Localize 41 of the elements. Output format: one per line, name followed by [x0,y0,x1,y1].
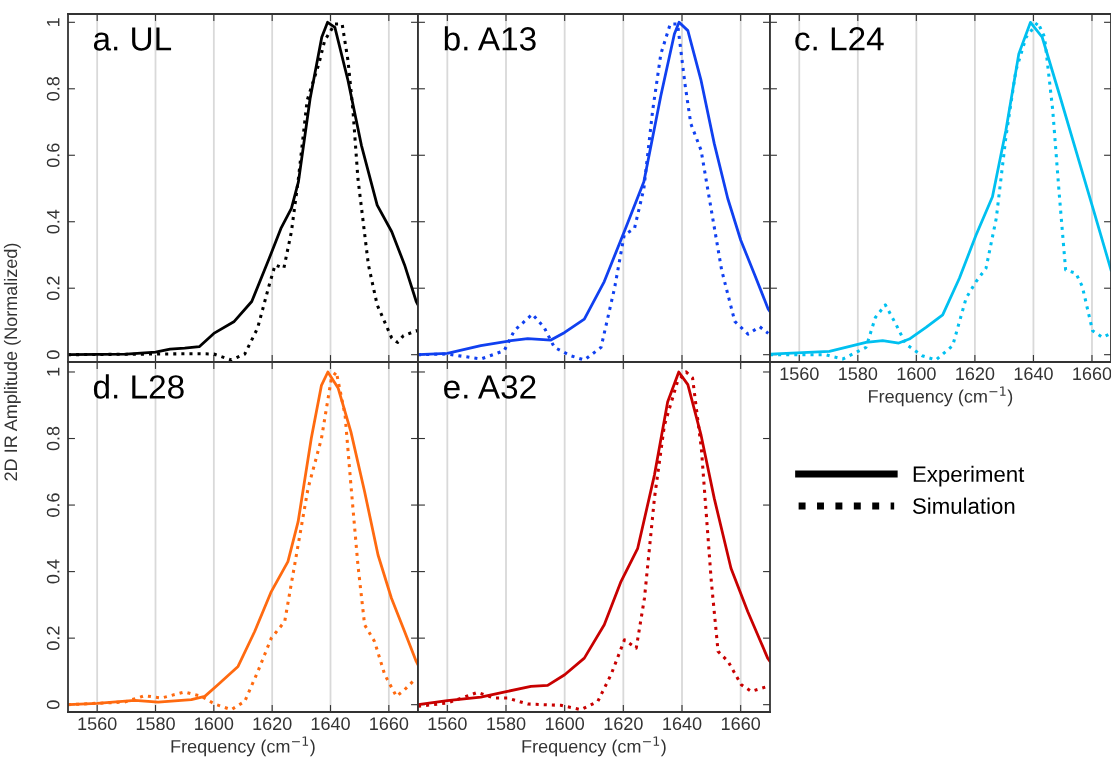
x-axis-title: Frequency (cm$^{−1}$) [171,736,315,757]
x-tick-label: 1560 [78,717,117,731]
y-tick-label: 0.4 [46,559,60,584]
legend-label: Experiment [913,465,1025,487]
x-tick-label: 1620 [956,367,995,381]
y-tick-label: 0.6 [46,143,60,168]
x-axis-title: Frequency (cm$^{−1}$) [869,386,1013,407]
x-tick-label: 1600 [195,717,234,731]
y-tick-label: 0.2 [46,626,60,650]
y-tick-label: 1 [46,18,60,26]
y-tick-label: 0.8 [46,426,60,451]
x-tick-label: 1580 [487,717,526,731]
x-tick-label: 1640 [311,717,350,731]
x-tick-label: 1600 [897,367,936,381]
chart-title: d. L28 [93,374,184,399]
x-tick-label: 1620 [604,717,643,731]
chart-title: a. UL [93,27,172,51]
x-tick-label: 1600 [545,717,585,731]
y-tick-label: 0.6 [46,493,60,517]
x-tick-label: 1660 [370,717,409,731]
y-tick-label: 0.2 [46,276,60,301]
x-tick-label: 1580 [136,717,175,731]
chart-title: c. L24 [795,27,884,51]
x-tick-label: 1560 [780,367,819,381]
x-tick-label: 1640 [663,717,702,731]
chart-title: b. A13 [444,26,536,51]
y-tick-label: 0 [46,350,60,359]
y-tick-label: 0.8 [46,77,60,101]
y-tick-label: 0.4 [46,209,60,234]
legend-label: Simulation [912,497,1015,514]
y-tick-label: 1 [46,367,60,376]
x-tick-label: 1640 [1014,367,1053,381]
chart-title: e. A32 [444,375,536,399]
x-tick-label: 1660 [721,717,761,731]
x-tick-label: 1660 [1073,367,1111,381]
x-tick-label: 1620 [253,717,292,731]
x-axis-title: Frequency (cm$^{−1}$) [522,736,666,757]
y-axis-title: 2D IR Amplitude (Normalized) [3,243,21,481]
x-tick-label: 1580 [839,367,878,381]
x-tick-label: 1560 [428,717,467,731]
y-tick-label: 0 [46,700,60,709]
